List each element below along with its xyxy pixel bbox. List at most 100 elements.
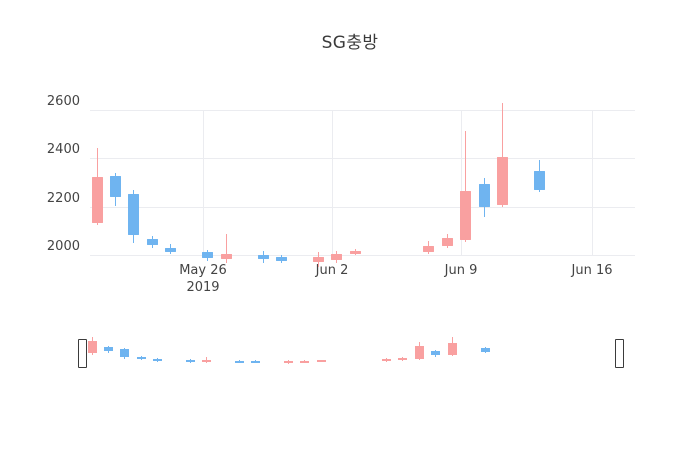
gridline-y-2200 <box>90 206 635 208</box>
range-slider-body <box>415 346 424 359</box>
candlestick-bar[interactable] <box>258 110 269 263</box>
gridline-x-may-26 <box>203 110 204 256</box>
gridline-y-2600 <box>90 110 635 111</box>
candlestick-body <box>258 255 269 259</box>
candlestick-bar[interactable] <box>147 110 158 256</box>
x-tick-year: 2019 <box>186 280 220 295</box>
range-slider-bar <box>481 325 490 380</box>
range-slider-body <box>104 347 113 351</box>
gridline-y-2000 <box>90 255 635 256</box>
range-slider-body <box>153 359 162 361</box>
x-tick-label: Jun 9 <box>401 262 521 279</box>
x-tick-primary: Jun 2 <box>315 263 349 278</box>
candlestick-bar[interactable] <box>423 110 434 256</box>
x-tick-primary: Jun 9 <box>444 263 478 278</box>
candlestick-body <box>442 238 453 246</box>
candlestick-body <box>423 246 434 252</box>
candlestick-bar[interactable] <box>479 110 490 256</box>
candlestick-wick <box>464 131 467 242</box>
candlestick-body <box>497 157 508 205</box>
gridline-x-jun-9 <box>461 110 462 256</box>
range-slider-bar <box>251 325 260 380</box>
candlestick-bar[interactable] <box>460 110 471 256</box>
x-tick-label: May 26 2019 <box>143 262 263 296</box>
range-slider-bar <box>235 325 244 380</box>
range-slider-body <box>235 361 244 363</box>
range-slider-bar <box>88 325 97 380</box>
range-slider-body <box>481 348 490 352</box>
page-title: SG충방 <box>321 33 379 53</box>
gridline-x-jun-2 <box>332 110 333 256</box>
range-slider-bar <box>317 325 326 380</box>
candlestick-body <box>331 254 342 260</box>
range-start-handle[interactable] <box>78 339 87 368</box>
gridline-y-2400 <box>90 158 635 160</box>
range-slider-bar <box>431 325 440 380</box>
candlestick-body <box>128 194 139 235</box>
y-tick-label: 2600 <box>46 94 80 109</box>
y-tick-label: 2000 <box>46 239 80 254</box>
range-end-handle[interactable] <box>615 339 624 368</box>
candlestick-body <box>350 251 361 254</box>
candlestick-body <box>110 176 121 197</box>
candlestick-wick <box>501 103 504 207</box>
range-slider-body <box>88 341 97 353</box>
candlestick-bar[interactable] <box>350 110 361 256</box>
gridline-x-jun-16 <box>592 110 593 256</box>
x-tick-primary: May 26 <box>179 263 227 278</box>
y-tick-label: 2400 <box>46 142 80 158</box>
candlestick-bar[interactable] <box>128 110 139 256</box>
candlestick-body <box>460 191 471 240</box>
x-tick-label: Jun 2 <box>272 262 392 279</box>
x-tick-label: Jun 16 <box>532 262 652 279</box>
range-slider-body <box>120 349 129 357</box>
range-slider-bar <box>104 325 113 380</box>
range-slider[interactable] <box>70 325 625 380</box>
candlestick-body <box>276 257 287 261</box>
range-slider-body <box>300 361 309 363</box>
candlestick-bar[interactable] <box>165 110 176 256</box>
range-slider-body <box>382 359 391 361</box>
candlestick-bar[interactable] <box>92 110 103 256</box>
range-slider-body <box>202 360 211 362</box>
candlestick-bar[interactable] <box>221 110 232 263</box>
candlestick-wick <box>225 234 228 263</box>
candlestick-bar[interactable] <box>534 110 545 256</box>
y-tick-label: 2200 <box>46 190 80 206</box>
candlestick-bar[interactable] <box>202 110 213 261</box>
candlestick-body <box>313 257 324 262</box>
candlestick-bar[interactable] <box>313 110 324 267</box>
range-slider-body <box>431 351 440 355</box>
range-slider-body <box>284 361 293 363</box>
range-slider-bar <box>398 325 407 380</box>
range-slider-bar <box>284 325 293 380</box>
range-slider-bar <box>382 325 391 380</box>
range-slider-bar <box>202 325 211 380</box>
candlestick-body <box>221 254 232 259</box>
candlestick-bar[interactable] <box>497 103 508 256</box>
range-slider-body <box>317 360 326 362</box>
candlestick-bar[interactable] <box>442 110 453 256</box>
range-slider-body <box>186 360 195 362</box>
candlestick-body <box>479 184 490 207</box>
x-tick-primary: Jun 16 <box>571 263 613 278</box>
main-plot-area[interactable]: 2000 2200 2400 2600 May 26 2019 Jun 2 Jun 9 Jun… <box>47 94 635 295</box>
candlestick-body <box>165 248 176 252</box>
range-slider-bar <box>120 325 129 380</box>
candlestick-bar[interactable] <box>331 110 342 263</box>
range-slider-body <box>137 357 146 359</box>
range-slider-body <box>251 361 260 363</box>
range-slider-bar <box>300 325 309 380</box>
range-slider-bar <box>186 325 195 380</box>
candlestick-body <box>534 171 545 190</box>
candlestick-body <box>147 239 158 245</box>
candlestick-bar[interactable] <box>110 110 121 256</box>
range-slider-bar <box>137 325 146 380</box>
candlestick-bar[interactable] <box>276 110 287 263</box>
range-slider-body <box>398 358 407 360</box>
range-slider-bar <box>415 325 424 380</box>
candlestick-body <box>202 252 213 258</box>
candlestick-body <box>92 177 103 223</box>
range-slider-bar <box>448 325 457 380</box>
